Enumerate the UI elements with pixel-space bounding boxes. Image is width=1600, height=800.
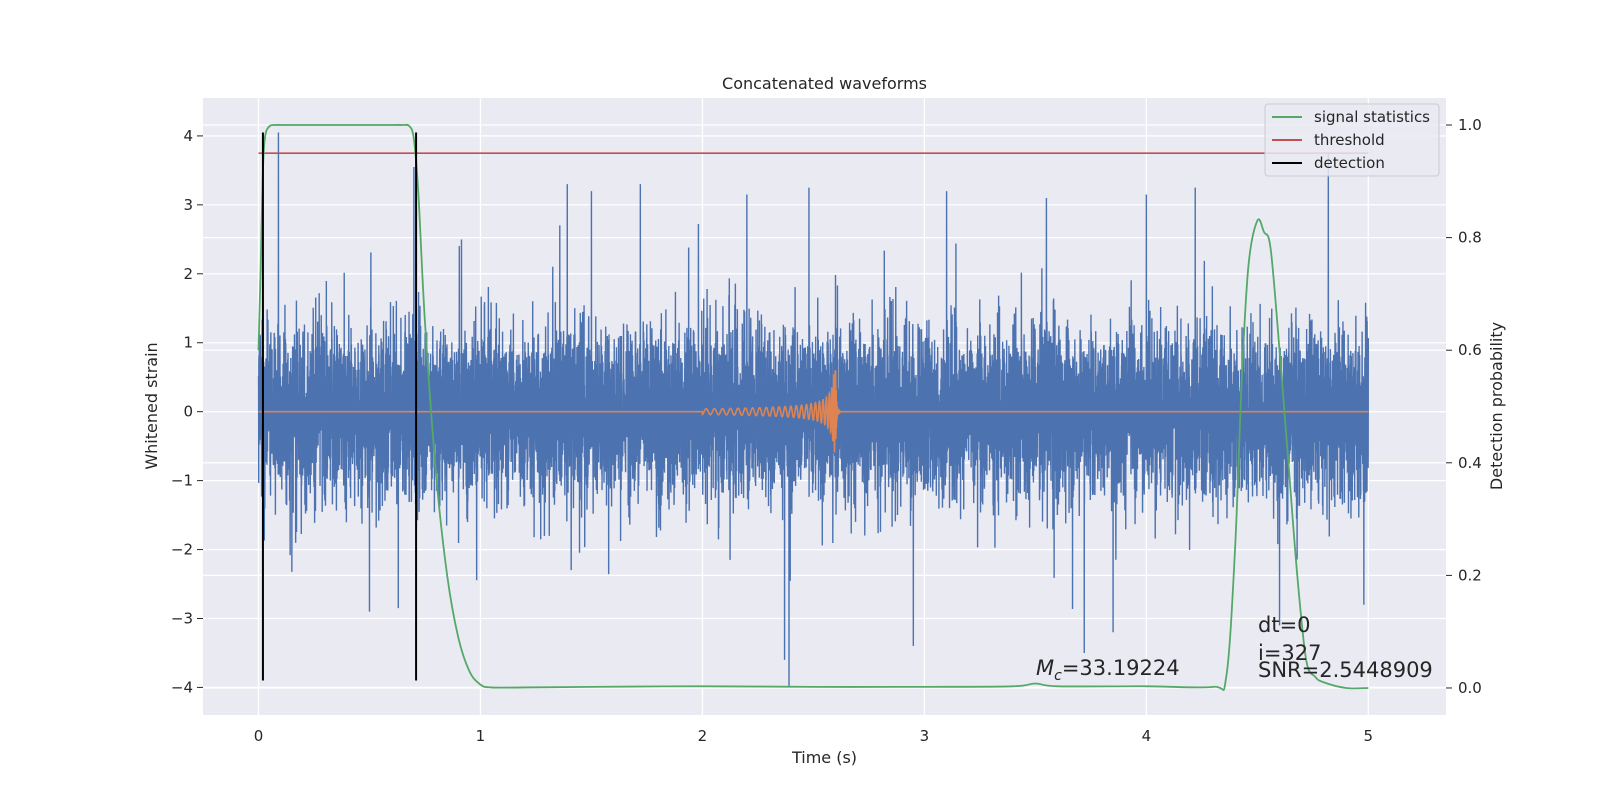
y2-axis-label: Detection probability [1487,322,1506,490]
annotation-dt: dt=0 [1258,613,1311,637]
y2-tick-label: 0.2 [1458,566,1482,584]
series-layer [257,123,1370,691]
y-tick-label: 1 [183,334,193,352]
y2-tick-label: 0.4 [1458,454,1482,472]
legend-label-threshold: threshold [1314,131,1385,149]
y-tick-label: −2 [171,541,193,559]
x-tick-label: 5 [1364,727,1374,745]
template-waveform-line [258,370,1369,453]
signal-statistics-line [257,123,1369,691]
y-tick-label: 3 [183,196,193,214]
annotation-snr: SNR=2.5448909 [1258,658,1433,682]
x-axis-label: Time (s) [791,748,857,767]
y-tick-label: −3 [171,609,193,627]
y2-tick-label: 0.0 [1458,679,1482,697]
y2-tick-label: 0.8 [1458,229,1482,247]
x-tick-label: 1 [476,727,486,745]
legend-label-detection: detection [1314,154,1385,172]
legend: signal statistics threshold detection [1264,103,1440,177]
y-tick-label: −4 [171,678,193,696]
y2-tick-label: 0.6 [1458,341,1482,359]
chart-title: Concatenated waveforms [722,74,927,93]
axes-layer: 0 1 2 3 4 5 −4 −3 −2 −1 0 1 2 3 4 0.0 0.2 0.4 0.6 0.8 1.0 [171,116,1482,745]
y-tick-label: 0 [183,403,193,421]
legend-box [1264,103,1440,177]
x-tick-label: 2 [698,727,708,745]
annotation-mc: Mc=33.19224 [1036,656,1180,684]
y-tick-label: −1 [171,472,193,490]
x-tick-label: 0 [254,727,264,745]
x-tick-label: 3 [920,727,930,745]
annotation-i: i=327 [1258,641,1322,665]
legend-label-signal-statistics: signal statistics [1314,108,1430,126]
y2-tick-label: 1.0 [1458,116,1482,134]
y-tick-label: 2 [183,265,193,283]
x-tick-label: 4 [1142,727,1152,745]
y-tick-label: 4 [183,127,193,145]
strain-noise-line [257,132,1370,688]
y-axis-label: Whitened strain [142,342,161,469]
